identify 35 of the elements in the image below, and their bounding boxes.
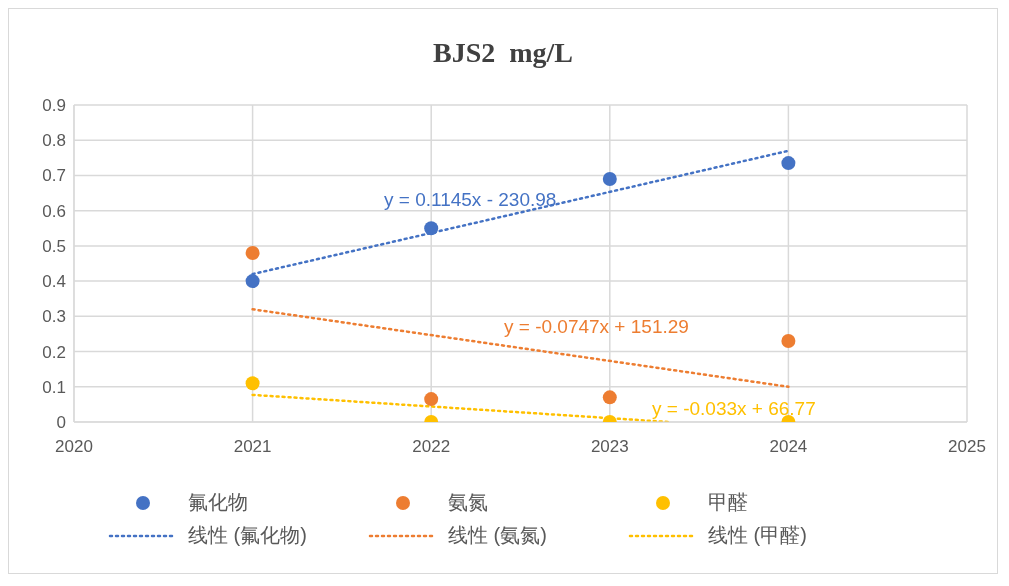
legend-label: 甲醛 [708, 490, 748, 515]
chart-title: BJS2 mg/L [432, 37, 574, 70]
x-tick-label: 2024 [769, 437, 808, 457]
y-tick-label: 0.9 [42, 96, 66, 116]
x-tick-label: 2023 [590, 437, 629, 457]
y-tick-label: 0.2 [42, 342, 66, 362]
annotation: y = 0.1145x - 230.98 [384, 189, 557, 211]
y-tick-label: 0.3 [42, 307, 66, 327]
point [245, 376, 260, 391]
x-tick-label: 2022 [412, 437, 451, 457]
legend-label: 线性 (氨氮) [448, 523, 547, 548]
point [245, 274, 260, 289]
y-tick-label: 0.8 [42, 131, 66, 151]
legend-label: 氟化物 [188, 490, 248, 515]
legend-label: 氨氮 [448, 490, 488, 515]
annotation: y = -0.0747x + 151.29 [504, 316, 689, 338]
y-tick-label: 0.6 [42, 201, 66, 221]
point [781, 333, 796, 348]
y-tick-label: 0.5 [42, 236, 66, 256]
y-tick-label: 0.7 [42, 166, 66, 186]
point [245, 245, 260, 260]
point [781, 156, 796, 171]
legend-label: 线性 (氟化物) [188, 523, 307, 548]
point [424, 221, 439, 236]
x-tick-label: 2020 [55, 437, 93, 457]
x-tick-label: 2021 [233, 437, 272, 457]
point [602, 171, 617, 186]
annotation: y = -0.033x + 66.77 [652, 398, 816, 420]
point [602, 390, 617, 405]
point [424, 392, 439, 407]
legend-label: 线性 (甲醛) [708, 523, 807, 548]
y-tick-label: 0.1 [42, 377, 66, 397]
y-tick-label: 0 [56, 413, 66, 433]
x-tick-label: 2025 [948, 437, 986, 457]
y-tick-label: 0.4 [42, 272, 66, 292]
